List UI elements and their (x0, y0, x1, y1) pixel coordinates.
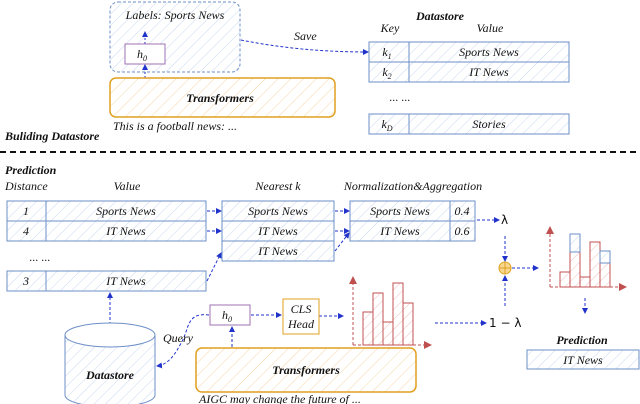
datastore-cylinder (64, 322, 156, 404)
section-building-datastore: Buliding Datastore (4, 129, 100, 143)
value-header-pred: Value (114, 179, 141, 193)
value-header: Value (477, 21, 504, 35)
section-prediction: Prediction (5, 163, 57, 177)
datastore-title: Datastore (415, 9, 465, 23)
transformers-bottom-label: Transformers (272, 363, 340, 377)
agg-label-1: Sports News (370, 204, 430, 218)
ds-key-last: kD (381, 117, 392, 133)
input-text-bottom: AIGC may change the future of ... (198, 392, 361, 404)
ds-value-last: Stories (472, 117, 506, 131)
combined-histogram (546, 226, 627, 291)
ds-key-2: k2 (382, 65, 391, 81)
h0-bottom-label: h0 (222, 308, 232, 324)
output-value: IT News (562, 353, 603, 367)
nearest-3: IT News (257, 244, 298, 258)
cls-histogram (349, 276, 432, 349)
save-arrow (240, 39, 369, 55)
dist-ellipsis: ... ... (30, 250, 51, 264)
agg-label-2: IT News (379, 224, 420, 238)
lambda-label: λ (501, 213, 508, 227)
save-label: Save (294, 29, 317, 43)
nearest-table (221, 200, 335, 262)
labels-text: Labels: Sports News (125, 8, 225, 22)
dist-last: 3 (22, 274, 29, 288)
cls-head-box (282, 298, 320, 335)
cls-head-line1: CLS (291, 302, 312, 316)
transformers-bottom (195, 347, 417, 393)
nearest-1: Sports News (248, 204, 308, 218)
arrows-to-nearest (107, 208, 588, 369)
nearest-header: Nearest k (254, 179, 301, 193)
agg-prob-1: 0.4 (455, 204, 470, 218)
one-minus-lambda-label: 1 − λ (489, 316, 521, 330)
ds-value-1: Sports News (459, 45, 519, 59)
datastore-table (368, 41, 570, 135)
distance-header: Distance (4, 179, 48, 193)
cls-head-line2: Head (287, 317, 315, 331)
h0-box-bottom (209, 304, 251, 326)
oplus-icon (498, 261, 512, 275)
output-box (526, 349, 640, 370)
ds-value-2: IT News (468, 65, 509, 79)
dist-value-last: IT News (105, 274, 146, 288)
transformers-top (109, 77, 336, 118)
aggregation-table (349, 200, 476, 242)
datastore-cylinder-label: Datastore (85, 368, 135, 382)
agg-prob-2: 0.6 (455, 224, 470, 238)
transformers-top-label: Transformers (186, 91, 254, 105)
nearest-2: IT News (257, 224, 298, 238)
h0-top-label: h0 (137, 47, 147, 63)
norm-header: Normalization&Aggregation (343, 179, 482, 193)
distance-table (6, 200, 207, 292)
dist-value-1: Sports News (96, 204, 156, 218)
ds-ellipsis: ... ... (390, 90, 411, 104)
output-title: Prediction (556, 333, 608, 347)
query-label: Query (163, 331, 194, 345)
dist-2: 4 (23, 224, 29, 238)
ds-key-1: k1 (382, 45, 391, 61)
dist-1: 1 (23, 204, 29, 218)
input-text-top: This is a football news: ... (113, 119, 237, 133)
key-header: Key (380, 21, 400, 35)
dist-value-2: IT News (105, 224, 146, 238)
